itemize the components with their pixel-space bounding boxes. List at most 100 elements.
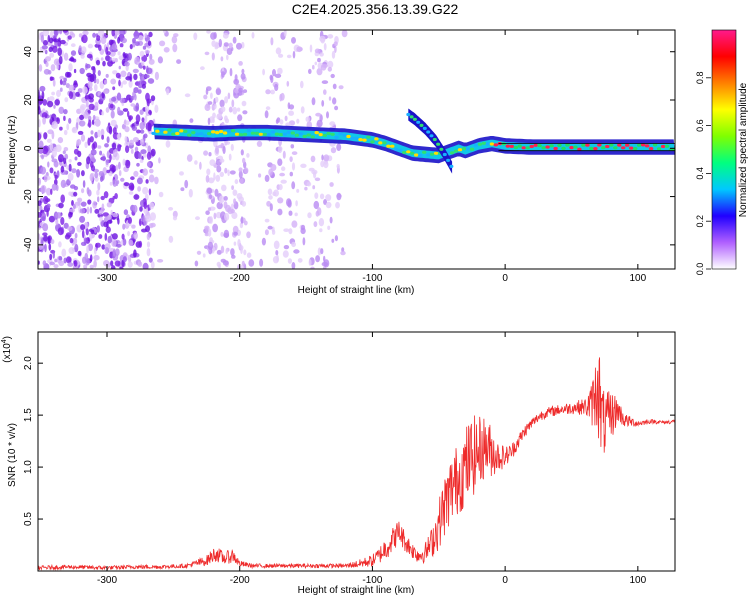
spectrogram-noise-blob — [221, 184, 227, 192]
spectrogram-noise-blob — [81, 170, 85, 177]
spectrogram-noise-blob — [328, 96, 332, 101]
spectrogram-noise-blob — [98, 44, 102, 51]
spectrogram-noise-blob — [206, 187, 213, 194]
ridge-peak — [266, 133, 272, 137]
spectrogram-noise-blob — [106, 202, 112, 208]
spectrogram-noise-blob — [309, 44, 313, 53]
ridge-peak — [290, 131, 295, 135]
spectrogram-noise-blob — [236, 107, 241, 112]
spectrogram-noise-blob — [49, 37, 54, 44]
ridge-peak — [629, 146, 634, 150]
spectrogram-noise-blob — [89, 136, 94, 143]
spectrogram-noise-blob — [77, 197, 83, 203]
spectrogram-noise-blob — [226, 47, 233, 56]
colorbar-tick-label: 0.6 — [695, 119, 705, 132]
spectrogram-noise-blob — [45, 61, 49, 67]
spectrogram-noise-blob — [49, 167, 54, 174]
spectrogram-noise-blob — [304, 186, 308, 191]
spectrogram-noise-blob — [111, 233, 118, 240]
spectrogram-noise-blob — [54, 174, 58, 180]
spectrogram-noise-blob — [42, 40, 49, 46]
spectrogram-noise-blob — [223, 196, 228, 201]
spectrogram-noise-blob — [82, 30, 89, 36]
snr-x-axis-label: Height of straight line (km) — [298, 585, 415, 596]
spectrogram-noise-blob — [120, 82, 124, 89]
spectrogram-noise-blob — [92, 200, 97, 209]
spectrogram-noise-blob — [132, 204, 138, 213]
spectrogram-noise-blob — [63, 222, 69, 229]
spectrogram-noise-blob — [80, 46, 87, 54]
snr-axes: -300 -200 -100 0 100 0.5 1.0 1.5 2.0 — [23, 332, 675, 586]
spectrogram-noise-blob — [265, 106, 271, 111]
spectrogram-noise-blob — [218, 264, 221, 269]
ridge-peak — [298, 132, 303, 136]
spectrogram-noise-blob — [144, 33, 148, 38]
spectrogram-noise-blob — [96, 78, 100, 85]
spectrogram-noise-blob — [38, 89, 41, 96]
ridge-peak — [557, 143, 562, 147]
spectrogram-noise-blob — [80, 54, 85, 59]
spectrogram-noise-blob — [265, 89, 271, 95]
spectrogram-noise-blob — [80, 104, 87, 110]
spectrogram-noise-blob — [268, 195, 273, 200]
ridge-peak — [306, 133, 311, 137]
spectrogram-noise-blob — [86, 245, 89, 254]
spectrogram-noise-blob — [277, 197, 284, 204]
spectrogram-noise-blob — [179, 171, 184, 176]
spectrogram-noise-blob — [275, 119, 279, 124]
ridge-peak — [473, 143, 479, 147]
spectrogram-noise-blob — [59, 126, 63, 131]
spectrogram-noise-blob — [240, 73, 246, 80]
spectrogram-noise-blob — [64, 234, 71, 240]
spectrogram-noise-blob — [237, 264, 240, 269]
ridge-peak — [489, 142, 495, 146]
spectrogram-noise-blob — [141, 60, 145, 67]
spectrogram-noise-blob — [158, 191, 164, 198]
ridge-peak — [222, 131, 228, 135]
spectrogram-noise-blob — [85, 100, 89, 108]
ridge-peak — [525, 146, 530, 150]
spectrogram-noise-blob — [68, 63, 73, 72]
spectrogram-noise-blob — [98, 209, 103, 215]
ridge-peak — [545, 145, 550, 149]
spectrogram-noise-blob — [105, 159, 109, 166]
ridge-peak — [517, 144, 522, 148]
spectrogram-noise-blob — [320, 248, 324, 255]
spectrogram-noise-blob — [291, 262, 296, 269]
spectrogram-noise-blob — [314, 192, 319, 199]
spectrogram-noise-blob — [319, 35, 326, 43]
ridge-peak — [406, 150, 411, 154]
spectrogram-noise-blob — [117, 36, 121, 44]
spectrogram-noise-blob — [173, 33, 179, 38]
spectrogram-noise-blob — [215, 174, 221, 182]
spectrogram-noise-blob — [94, 118, 101, 127]
spectrogram-noise-blob — [234, 74, 238, 82]
spectrogram-noise-blob — [118, 65, 122, 70]
spectrogram-noise-blob — [105, 73, 109, 78]
spectrogram-noise-blob — [114, 260, 121, 267]
spectrogram-noise-blob — [147, 145, 151, 154]
spectrogram-noise-blob — [123, 182, 130, 187]
spectrogram-noise-blob — [194, 160, 198, 165]
spectrogram-noise-blob — [208, 194, 213, 200]
spectrogram-noise-blob — [87, 199, 92, 205]
branch-peak — [446, 158, 451, 162]
spectrogram-noise-blob — [110, 110, 115, 119]
ridge-peak — [469, 147, 475, 151]
spectrogram-noise-blob — [128, 191, 134, 195]
spectrogram-noise-blob — [278, 53, 284, 58]
spectrogram-noise-blob — [203, 150, 209, 156]
spectrogram-noise-blob — [83, 222, 89, 230]
spectrogram-noise-blob — [94, 101, 99, 110]
spectrogram-noise-blob — [143, 74, 150, 79]
ridge-peak — [246, 128, 252, 132]
y-tick-label: 0.5 — [23, 512, 34, 526]
colorbar-gradient — [711, 29, 737, 270]
spectrogram-noise-blob — [141, 83, 146, 89]
spectrogram-noise-blob — [315, 112, 322, 117]
ridge-peak — [573, 145, 578, 149]
spectrogram-noise-blob — [237, 239, 241, 247]
ridge-peak — [155, 129, 160, 133]
spectrogram-noise-blob — [136, 177, 143, 185]
spectrogram-noise-blob — [94, 84, 98, 92]
